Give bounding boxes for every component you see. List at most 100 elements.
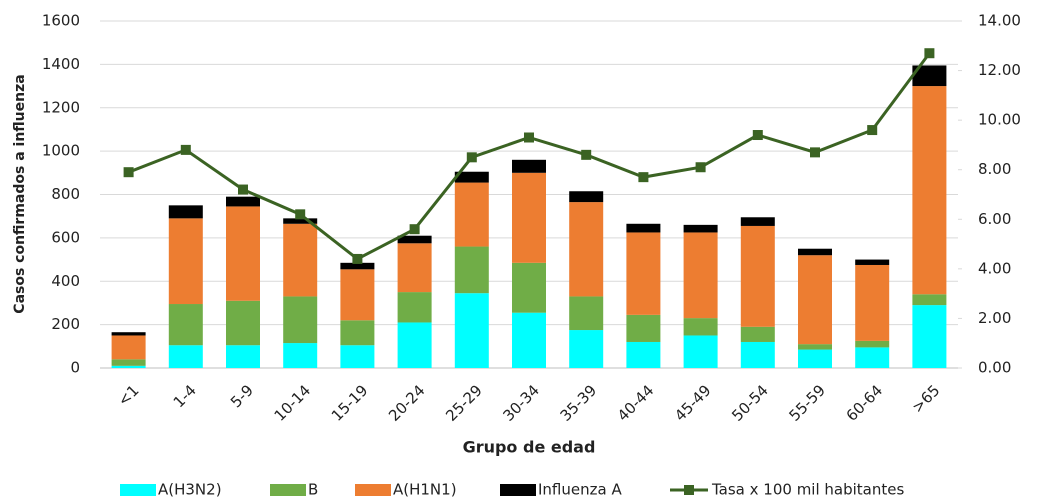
- legend-label: A(H3N2): [158, 481, 222, 499]
- x-tick-label: 55-59: [785, 381, 829, 425]
- bar-segment: [626, 314, 661, 342]
- y2-tick-label: 2.00: [978, 309, 1011, 327]
- bar-segment: [340, 345, 375, 368]
- bar-segment: [454, 246, 489, 294]
- bar-segment: [855, 259, 890, 265]
- y2-tick-label: 0.00: [978, 359, 1011, 377]
- bar-segment: [454, 171, 489, 183]
- bar-segment: [168, 218, 203, 305]
- bar-segment: [340, 269, 375, 321]
- x-tick-label: 1-4: [170, 381, 200, 411]
- bar-segment: [740, 341, 775, 368]
- bar-segment: [798, 248, 832, 256]
- line-marker: [924, 48, 935, 59]
- bar-segment: [397, 322, 432, 368]
- x-tick-label: 50-54: [728, 381, 772, 425]
- legend-label: B: [308, 481, 318, 499]
- bar-segment: [626, 232, 661, 315]
- bar-segment: [683, 224, 718, 233]
- bar-segment: [512, 312, 546, 368]
- bar-segment: [454, 293, 489, 368]
- y2-tick-label: 14.00: [978, 12, 1021, 30]
- legend-label: Influenza A: [538, 481, 622, 499]
- line-marker: [524, 132, 534, 143]
- bar-segment: [226, 300, 260, 346]
- x-tick-label: 40-44: [614, 381, 658, 425]
- y-tick-label: 1400: [42, 55, 80, 73]
- bar-segment: [626, 341, 661, 368]
- bar-segment: [283, 223, 318, 297]
- x-tick-label: 60-64: [843, 381, 887, 425]
- bar-segment: [512, 159, 546, 173]
- bar-segment: [912, 86, 947, 295]
- bar-segment: [168, 345, 203, 368]
- y2-tick-label: 8.00: [978, 160, 1011, 178]
- bar-segment: [111, 332, 146, 336]
- bar-segment: [111, 335, 146, 360]
- legend-label: Tasa x 100 mil habitantes: [711, 481, 904, 499]
- y2-tick-label: 4.00: [978, 259, 1011, 277]
- line-marker: [238, 184, 248, 195]
- line-marker: [638, 172, 649, 183]
- x-tick-label: 15-19: [328, 381, 372, 425]
- bar-segment: [912, 65, 947, 87]
- y-tick-label: 1000: [42, 142, 80, 160]
- bar-segment: [111, 359, 146, 366]
- bar-segment: [168, 205, 203, 219]
- bar-segment: [569, 191, 604, 203]
- legend-swatch: [500, 484, 536, 496]
- bar-segment: [283, 296, 318, 344]
- bar-segment: [226, 345, 260, 368]
- y2-tick-label: 12.00: [978, 61, 1021, 79]
- bar-segment: [740, 326, 775, 342]
- y-tick-label: 1600: [42, 12, 80, 30]
- line-marker: [581, 149, 592, 160]
- bar-segment: [626, 223, 661, 233]
- line-marker: [409, 224, 420, 235]
- y-axis-title: Casos confirmados a influenza: [12, 74, 28, 313]
- legend-marker: [684, 485, 694, 495]
- x-tick-label: >65: [908, 381, 943, 416]
- legend-swatch: [270, 484, 306, 496]
- line-marker: [867, 125, 878, 136]
- line-marker: [810, 147, 820, 158]
- bar-segment: [740, 217, 775, 226]
- line-marker: [352, 253, 363, 264]
- bar-segment: [683, 232, 718, 319]
- bar-segment: [740, 225, 775, 327]
- bar-segment: [683, 335, 718, 368]
- bar-segment: [512, 262, 546, 313]
- bar-segment: [168, 304, 203, 346]
- x-tick-label: 35-39: [557, 381, 601, 425]
- x-tick-label: 5-9: [227, 381, 257, 411]
- bar-segment: [912, 305, 947, 368]
- x-tick-label: 25-29: [442, 381, 486, 425]
- line-marker: [752, 130, 763, 141]
- bar-segment: [855, 347, 890, 368]
- line-marker: [295, 209, 306, 220]
- line-marker: [466, 152, 477, 163]
- bar-segment: [855, 264, 890, 341]
- bar-segment: [798, 349, 832, 368]
- bar-segment: [569, 330, 604, 368]
- bar-segment: [397, 235, 432, 244]
- x-tick-label: 30-34: [499, 381, 543, 425]
- bar-segment: [454, 182, 489, 247]
- x-tick-label: <1: [114, 381, 142, 409]
- y2-tick-label: 10.00: [978, 111, 1021, 129]
- bar-segment: [683, 318, 718, 336]
- bar-segment: [340, 320, 375, 346]
- y-tick-label: 600: [51, 228, 80, 246]
- bar-segment: [855, 340, 890, 348]
- bar-segment: [912, 294, 947, 306]
- bar-segment: [283, 218, 318, 224]
- bar-segment: [512, 172, 546, 263]
- bar-segment: [569, 202, 604, 297]
- x-tick-label: 20-24: [385, 381, 429, 425]
- bar-segment: [226, 206, 260, 301]
- legend-swatch: [120, 484, 156, 496]
- x-tick-label: 10-14: [271, 381, 315, 425]
- line-marker: [180, 144, 191, 155]
